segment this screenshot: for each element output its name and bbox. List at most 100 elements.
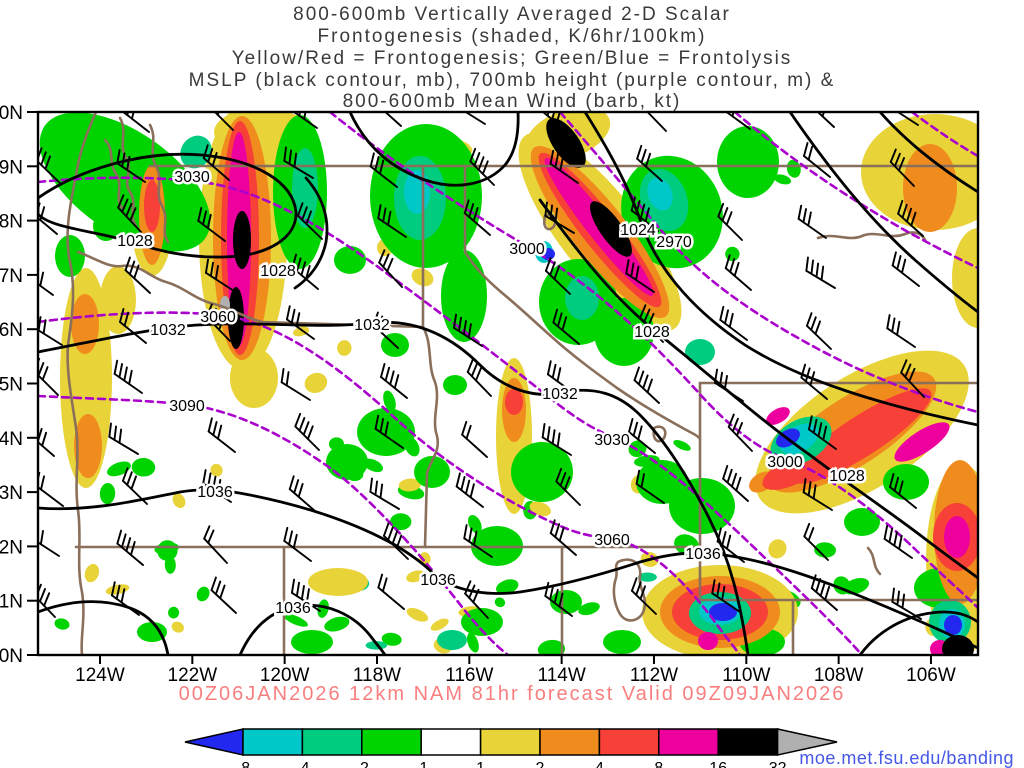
wind-barb-flag xyxy=(129,207,137,222)
wind-barb xyxy=(719,305,748,341)
wind-barb-flag xyxy=(477,156,485,171)
wind-barb-flag xyxy=(731,417,739,433)
wind-barb-flag xyxy=(807,415,813,431)
shading-blob-orange xyxy=(71,294,99,354)
wind-barb-staff xyxy=(38,211,58,235)
colorbar-segment xyxy=(539,728,601,756)
wind-barb-flag xyxy=(541,423,546,439)
wind-barb-flag xyxy=(374,414,380,430)
mslp-contour xyxy=(293,176,329,290)
wind-barb-flag xyxy=(889,148,897,163)
wind-barb xyxy=(374,414,404,449)
wind-barb xyxy=(382,522,409,560)
wind-barb-flag xyxy=(29,421,33,434)
wind-barb-flag xyxy=(463,524,468,540)
shading-blob-cyan xyxy=(647,177,673,211)
wind-barb xyxy=(625,259,655,293)
wind-barb xyxy=(630,196,659,232)
wind-barb-flag xyxy=(41,366,49,381)
wind-barb xyxy=(803,142,831,178)
shading-blob-green xyxy=(883,464,929,500)
wind-barb-flag xyxy=(386,257,394,273)
wind-barb-flag xyxy=(635,469,641,485)
wind-barb-flag xyxy=(285,305,291,321)
wind-barb-flag xyxy=(202,144,209,160)
wind-barb-flag xyxy=(814,320,822,335)
wind-barb-flag xyxy=(204,258,210,274)
colorbar-segment xyxy=(301,728,363,756)
shading-blob-yellow xyxy=(304,372,328,393)
wind-barb-flag xyxy=(898,480,904,496)
wind-barb-flag xyxy=(280,368,285,384)
wind-barb-flag xyxy=(212,475,217,491)
wind-barb-flag xyxy=(382,522,390,537)
shading-blob-green xyxy=(979,234,1013,306)
height-contour xyxy=(38,176,864,655)
wind-barb xyxy=(469,147,495,186)
wind-barb xyxy=(207,417,236,453)
shading-blob-green xyxy=(511,442,573,502)
wind-barb-flag xyxy=(803,522,811,538)
wind-barb xyxy=(38,147,62,185)
wind-barb xyxy=(466,358,492,397)
wind-barb xyxy=(639,304,664,343)
wind-barb-flag xyxy=(457,316,462,332)
lon-label: 108W xyxy=(814,665,864,686)
wind-barb xyxy=(204,258,235,292)
wind-barb-flag xyxy=(469,147,477,163)
wind-barb-flag xyxy=(377,573,384,589)
wind-barb-flag xyxy=(301,206,308,221)
wind-barb-staff xyxy=(108,435,139,455)
colorbar-tick-value: -4 xyxy=(295,760,309,768)
wind-barb xyxy=(724,254,752,291)
wind-barb-flag xyxy=(553,588,559,604)
wind-barb-flag xyxy=(721,207,729,222)
wind-barb xyxy=(372,311,399,349)
contour-label: 1032 xyxy=(354,317,390,334)
wind-barb-flag xyxy=(469,483,475,499)
wind-barb-flag xyxy=(556,367,562,383)
wind-barb-flag xyxy=(898,534,903,550)
wind-barb-flag xyxy=(896,320,901,336)
shading-blob-yellow xyxy=(172,493,186,509)
wind-barb-flag xyxy=(379,159,385,175)
colorbar-segment xyxy=(420,728,482,756)
wind-barb-flag xyxy=(464,580,472,595)
wind-barb-flag xyxy=(43,592,51,607)
shading-blob-green xyxy=(383,390,396,412)
wind-barb-flag xyxy=(130,541,136,556)
shading-blob-green xyxy=(717,126,779,198)
wind-barb xyxy=(380,363,408,399)
wind-barb-flag xyxy=(554,523,561,538)
wind-barb xyxy=(378,249,403,288)
wind-barb-flag xyxy=(722,464,729,480)
shading-blob-teal xyxy=(685,339,715,365)
wind-barb-flag xyxy=(384,421,389,437)
shading-blob-magenta xyxy=(944,516,970,558)
wind-barb-flag xyxy=(128,369,133,385)
wind-barb xyxy=(455,112,486,125)
wind-barb xyxy=(294,412,320,451)
wind-barb-flag xyxy=(901,593,906,609)
wind-barb xyxy=(283,146,314,179)
wind-barb-flag xyxy=(467,323,472,339)
shading-blob-green xyxy=(137,622,167,642)
wind-barb xyxy=(628,418,656,454)
wind-barb-flag xyxy=(546,426,551,442)
wind-barb-flag xyxy=(549,585,555,601)
wind-barb-flag xyxy=(295,257,302,273)
shading-blob-green xyxy=(54,618,70,630)
shading-blob-yellow xyxy=(406,607,429,622)
wind-barb-flag xyxy=(298,417,306,432)
shading-blob-black xyxy=(942,635,974,655)
contour-label: 3000 xyxy=(509,241,545,258)
height-contour xyxy=(328,112,978,610)
wind-barb-staff xyxy=(461,433,488,458)
shading-blob-green xyxy=(814,542,837,558)
wind-barb xyxy=(630,577,657,615)
wind-barb-flag xyxy=(197,206,203,222)
wind-barb-flag xyxy=(128,260,136,276)
wind-barb xyxy=(463,199,491,236)
wind-barb-flag xyxy=(546,360,552,376)
wind-barb-flag xyxy=(369,477,373,493)
